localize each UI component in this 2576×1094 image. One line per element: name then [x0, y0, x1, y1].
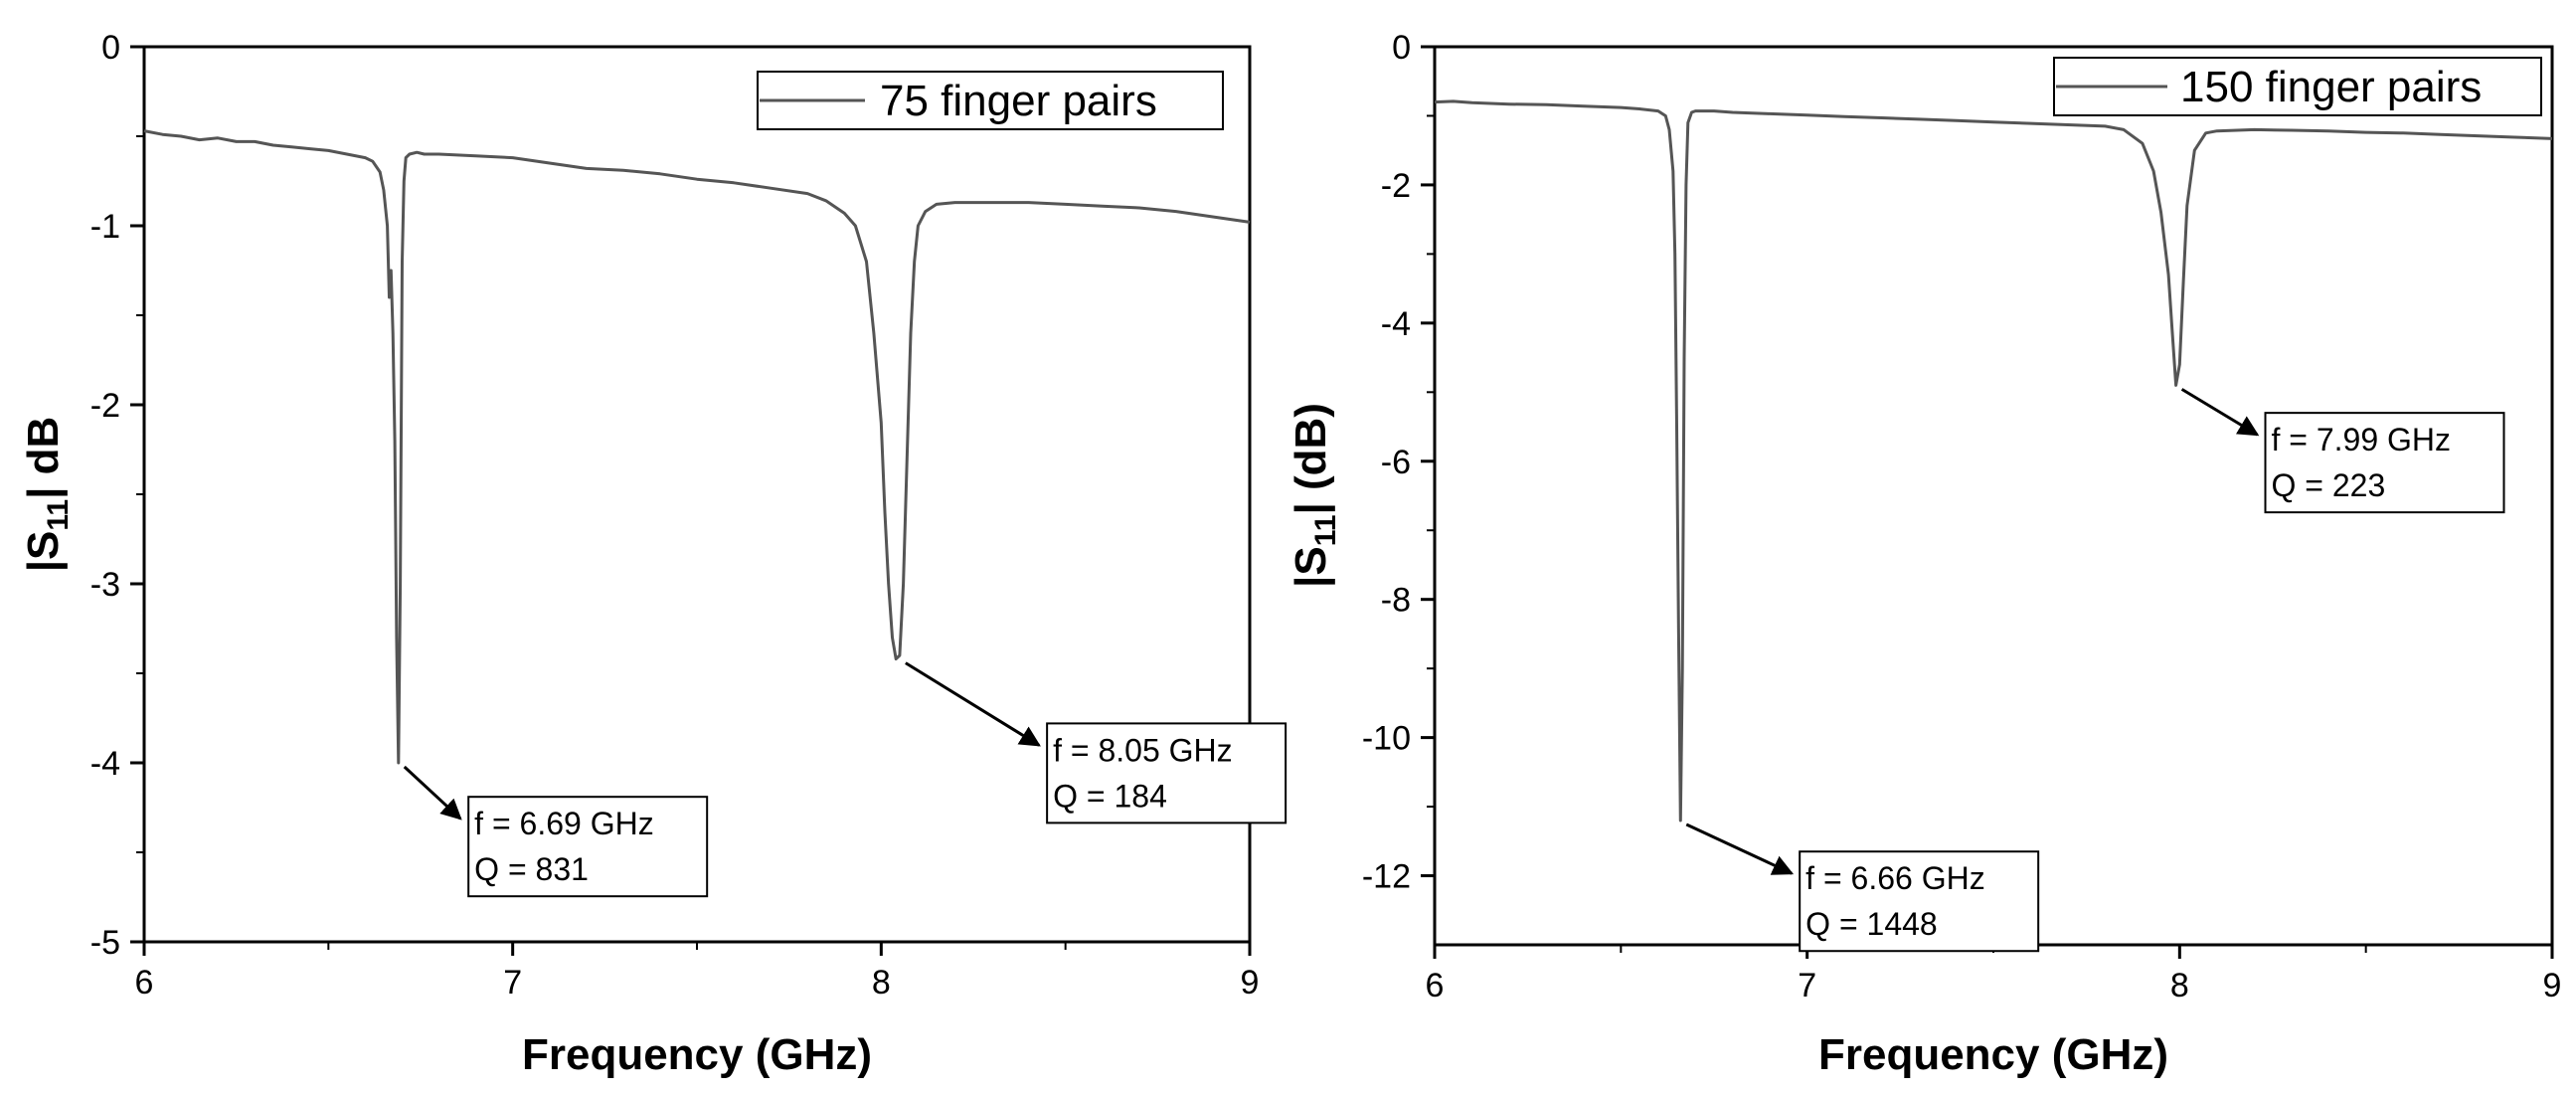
axis-ticks: 6 7 8 9 0 -1 -2 -3 -4 -5	[90, 29, 1260, 1002]
series-line	[1434, 99, 2553, 822]
y-axis-title-main: |S	[19, 531, 69, 573]
chart-150-finger-pairs: 6 7 8 9 0 -2 -4 -6 -8 -10 -12 f = 6.66 GHz Q = 1448…	[1287, 29, 2561, 1079]
y-tick-label: 0	[101, 29, 120, 67]
y-tick-label: -8	[1381, 582, 1411, 620]
series-layer	[143, 129, 1251, 765]
y-tick-label: -6	[1381, 444, 1411, 481]
series-layer	[1434, 99, 2553, 822]
annotation-frequency: f = 6.66 GHz	[1805, 860, 1985, 896]
annotation-frequency: f = 8.05 GHz	[1053, 732, 1233, 768]
y-axis-title-subscript: 11	[42, 499, 75, 531]
annotation-q-factor: Q = 831	[474, 851, 589, 887]
y-tick-label: -1	[90, 208, 120, 246]
annotation-q-factor: Q = 184	[1053, 778, 1167, 814]
y-tick-label: -2	[1381, 167, 1411, 205]
annotation-q-factor: Q = 1448	[1805, 906, 1938, 942]
axis-ticks: 6 7 8 9 0 -2 -4 -6 -8 -10 -12	[1362, 29, 2562, 1004]
y-axis-title-rest: | dB	[19, 417, 69, 499]
annotation-arrow	[1685, 822, 1795, 875]
y-axis-title: |S11| dB	[19, 417, 75, 573]
annotation-arrow	[2180, 388, 2260, 437]
y-tick-label: -10	[1362, 720, 1411, 758]
annotation-box	[1046, 722, 1288, 824]
y-axis-title-main: |S	[1287, 546, 1336, 588]
annotation-q-factor: Q = 223	[2272, 467, 2386, 503]
y-tick-label: -4	[90, 745, 120, 783]
annotation-box	[467, 796, 709, 898]
y-tick-label: -4	[1381, 305, 1411, 343]
chart-75-finger-pairs: 6 7 8 9 0 -1 -2 -3 -4 -5 f = 6.69 GHz Q = 831 f = 8…	[19, 29, 1288, 1079]
y-tick-label: -3	[90, 566, 120, 604]
legend: 75 finger pairs	[757, 71, 1224, 130]
series-line	[143, 129, 1251, 765]
y-tick-label: -12	[1362, 858, 1411, 896]
annotation-frequency: f = 7.99 GHz	[2272, 422, 2452, 457]
x-tick-label: 8	[2170, 967, 2189, 1004]
x-tick-label: 9	[2543, 967, 2562, 1004]
x-tick-label: 6	[135, 964, 154, 1002]
x-tick-label: 7	[503, 964, 522, 1002]
y-tick-label: -2	[90, 387, 120, 425]
x-tick-label: 6	[1426, 967, 1445, 1004]
x-axis-title: Frequency (GHz)	[522, 1030, 872, 1079]
y-axis-title-rest: | (dB)	[1287, 403, 1336, 515]
y-axis-title: |S11| (dB)	[1287, 403, 1342, 588]
legend: 150 finger pairs	[2053, 57, 2542, 116]
annotation-arrow	[403, 765, 462, 820]
annotation-frequency: f = 6.69 GHz	[474, 806, 654, 841]
y-axis-title-subscript: 11	[1309, 515, 1342, 547]
legend-label: 150 finger pairs	[2180, 63, 2482, 111]
y-tick-label: -5	[90, 924, 120, 962]
legend-label: 75 finger pairs	[880, 77, 1157, 125]
x-tick-label: 7	[1798, 967, 1816, 1004]
x-axis-title: Frequency (GHz)	[1818, 1030, 2168, 1079]
x-tick-label: 9	[1241, 964, 1260, 1002]
y-tick-label: 0	[1392, 29, 1411, 67]
annotation-layer: f = 6.69 GHz Q = 831 f = 8.05 GHz Q = 184	[403, 661, 1288, 898]
annotation-box	[2264, 412, 2505, 514]
annotation-box	[1799, 850, 2040, 953]
annotation-layer: f = 6.66 GHz Q = 1448 f = 7.99 GHz Q = 223	[1685, 388, 2505, 953]
x-tick-label: 8	[872, 964, 891, 1002]
annotation-arrow	[905, 661, 1041, 747]
